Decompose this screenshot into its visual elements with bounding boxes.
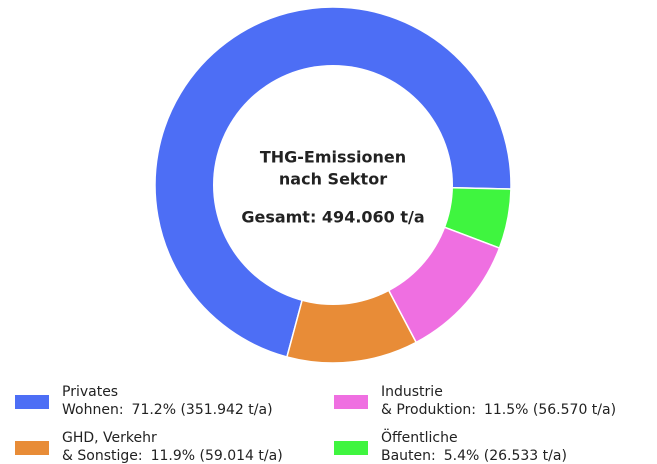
legend-label: Privates [62,384,118,400]
legend-label: & Produktion: [381,402,476,418]
legend-value: 5.4% (26.533 t/a) [444,448,567,464]
legend-swatch [334,441,368,455]
legend-swatch [334,395,368,409]
legend-label: GHD, Verkehr [62,430,157,446]
chart-title: THG-Emissionen [260,148,406,167]
legend-label: Wohnen: [62,402,124,418]
chart-subtitle: Gesamt: 494.060 t/a [241,208,424,227]
legend-value: 11.9% (59.014 t/a) [151,448,283,464]
legend-swatch [15,441,49,455]
donut-hole [213,65,453,305]
legend-label: Bauten: [381,448,436,464]
chart-title: nach Sektor [279,170,387,189]
legend-label: Industrie [381,384,443,400]
legend-value: 71.2% (351.942 t/a) [132,402,273,418]
legend-value: 11.5% (56.570 t/a) [484,402,616,418]
legend-swatch [15,395,49,409]
legend-label: Öffentliche [381,428,458,446]
legend-label: & Sonstige: [62,448,143,464]
